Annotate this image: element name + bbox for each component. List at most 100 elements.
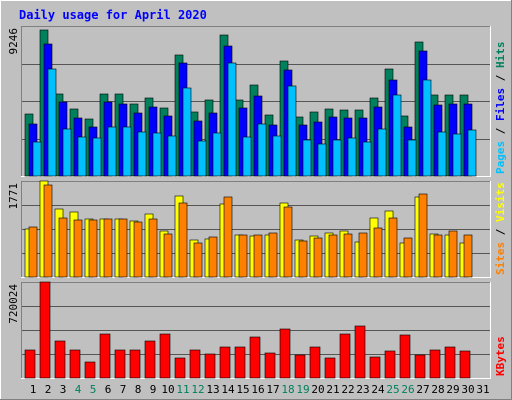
bar-kbytes-6 [99,333,111,379]
bar-sites-26 [403,237,413,278]
bar-kbytes-16 [249,336,261,379]
x-label-day-11: 11 [176,383,189,396]
bar-kbytes-9 [144,340,156,379]
y-max-label: 1771 [7,183,20,210]
bar-kbytes-11 [174,357,186,379]
bar-sites-30 [463,234,473,278]
bar-pages-14 [227,62,237,177]
bar-pages-11 [182,87,192,177]
legend-files: Files [494,88,507,121]
bar-kbytes-21 [324,357,336,379]
chart-title: Daily usage for April 2020 [19,8,207,22]
bar-sites-16 [253,234,263,278]
x-label-day-16: 16 [251,383,264,396]
bar-kbytes-13 [204,353,216,379]
x-label-day-10: 10 [161,383,174,396]
bar-kbytes-18 [279,328,291,379]
legend-separator: / [494,68,507,88]
bar-pages-13 [212,132,222,177]
bar-pages-24 [377,128,387,177]
x-label-day-5: 5 [90,383,97,396]
chart-panels: 9246 Pages / Files / Hits 1771 Sites / Visi… [7,26,507,379]
bar-sites-12 [193,242,203,278]
bar-pages-17 [272,135,282,177]
x-label-day-29: 29 [446,383,459,396]
bar-kbytes-24 [369,356,381,379]
legend-separator: / [494,121,507,141]
bar-kbytes-30 [459,350,471,379]
x-label-day-18: 18 [281,383,294,396]
bar-pages-15 [242,136,252,177]
bar-sites-28 [433,234,443,278]
bar-kbytes-10 [159,333,171,379]
series-legend-label: Sites / Visits [494,182,507,275]
bar-pages-5 [92,137,102,177]
x-label-day-7: 7 [120,383,127,396]
bar-pages-4 [77,136,87,177]
bar-pages-28 [437,131,447,177]
bar-sites-11 [178,202,188,278]
bar-kbytes-25 [384,350,396,379]
bar-pages-25 [392,94,402,177]
series-legend-label: KBytes [494,336,507,376]
bar-sites-4 [73,219,83,278]
x-label-day-2: 2 [45,383,52,396]
bar-sites-1 [28,226,38,278]
x-label-day-13: 13 [206,383,219,396]
panel-visits-sites: 1771 Sites / Visits [7,180,507,278]
bar-sites-5 [88,219,98,278]
bar-sites-20 [313,237,323,278]
x-label-day-27: 27 [416,383,429,396]
bar-kbytes-14 [219,346,231,379]
x-label-day-21: 21 [326,383,339,396]
bar-pages-2 [47,68,57,177]
bar-kbytes-20 [309,346,321,379]
legend-visits: Visits [494,182,507,222]
bar-kbytes-15 [234,346,246,379]
x-label-day-30: 30 [461,383,474,396]
bar-kbytes-5 [84,361,96,379]
bar-kbytes-3 [54,340,66,379]
bar-sites-2 [43,184,53,278]
bar-pages-10 [167,135,177,177]
x-label-day-23: 23 [356,383,369,396]
x-label-day-17: 17 [266,383,279,396]
bar-pages-20 [317,143,327,177]
bar-sites-24 [373,227,383,278]
bar-pages-7 [122,126,132,177]
x-label-day-15: 15 [236,383,249,396]
y-max-label: 9246 [7,28,20,55]
x-label-day-26: 26 [401,383,414,396]
panel-kbytes: 720024 KBytes [7,281,507,379]
x-label-day-9: 9 [150,383,157,396]
legend-pages: Pages [494,141,507,174]
bar-pages-26 [407,139,417,177]
legend-kbytes: KBytes [494,336,507,376]
x-label-day-1: 1 [30,383,37,396]
bar-pages-1 [32,141,42,177]
bar-pages-9 [152,132,162,177]
bar-sites-25 [388,217,398,278]
x-label-day-20: 20 [311,383,324,396]
bar-kbytes-26 [399,334,411,379]
bar-sites-14 [223,196,233,278]
bar-pages-30 [467,129,477,177]
bar-sites-29 [448,230,458,278]
x-label-day-22: 22 [341,383,354,396]
bar-kbytes-8 [129,349,141,379]
x-label-day-4: 4 [75,383,82,396]
bar-pages-3 [62,128,72,177]
bar-pages-6 [107,126,117,177]
bar-pages-21 [332,139,342,177]
bar-pages-27 [422,79,432,177]
x-label-day-25: 25 [386,383,399,396]
bar-kbytes-17 [264,352,276,379]
bar-sites-8 [133,221,143,278]
bar-sites-19 [298,240,308,278]
series-legend-label: Pages / Files / Hits [494,42,507,175]
bar-sites-3 [58,217,68,278]
x-label-day-28: 28 [431,383,444,396]
bar-sites-15 [238,234,248,278]
bar-kbytes-2 [39,281,51,379]
